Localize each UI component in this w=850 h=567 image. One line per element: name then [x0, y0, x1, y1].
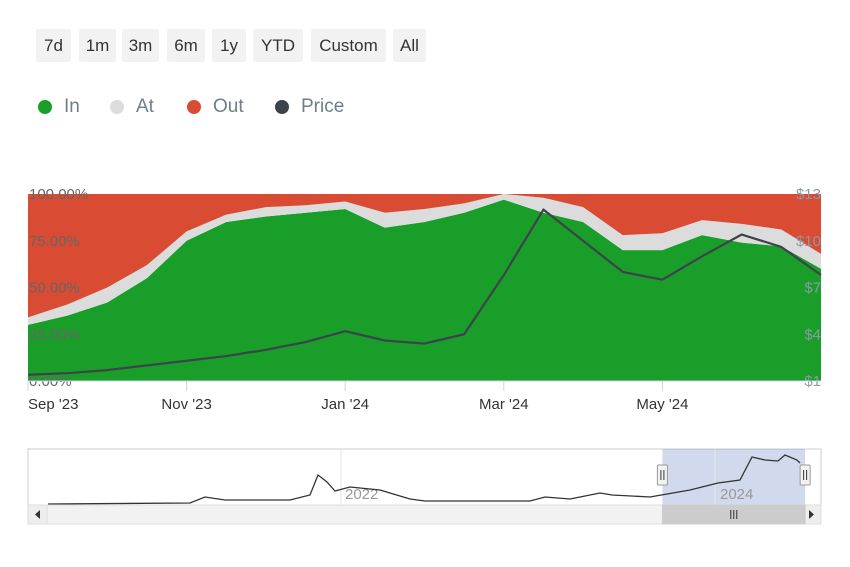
y-right-tick-label: $4	[804, 326, 821, 343]
area-at	[28, 194, 821, 325]
range-button-all[interactable]: All	[393, 29, 426, 62]
navigator-year-label: 2022	[345, 486, 378, 503]
y-right-tick-label: $7	[804, 280, 821, 297]
arrow-left-icon	[35, 510, 40, 519]
x-tick-label: Mar '24	[479, 396, 529, 413]
y-right-tick-label: $10	[796, 233, 821, 250]
legend-label: Out	[213, 96, 244, 117]
main-chart: 0.00%25.00%50.00%75.00%100.00% $1$4$7$10…	[27, 186, 822, 413]
navigator-year-label: 2024	[720, 486, 753, 503]
area-in	[28, 199, 821, 381]
y-right-tick-label: $13	[796, 186, 821, 203]
arrow-right-icon	[809, 510, 814, 519]
range-button-custom[interactable]: Custom	[311, 29, 386, 62]
navigator-series	[47, 454, 801, 505]
y-axis-right: $1$4$7$10$13	[796, 186, 821, 390]
x-tick-label: May '24	[636, 396, 688, 413]
grip-icon	[730, 510, 738, 519]
y-left-tick-label: 50.00%	[29, 280, 80, 297]
legend-item-price[interactable]: Price	[275, 95, 344, 119]
y-left-tick-label: 75.00%	[29, 233, 80, 250]
range-button-6m[interactable]: 6m	[167, 29, 205, 62]
x-tick-label: Nov '23	[161, 396, 211, 413]
legend-out-circle-icon	[187, 100, 201, 114]
legend-label: In	[64, 96, 80, 117]
legend-price-circle-icon	[275, 100, 289, 114]
plot-area	[28, 194, 821, 381]
range-button-1y[interactable]: 1y	[212, 29, 246, 62]
x-axis: Sep '23 Nov '23 Jan '24 Mar '24 May '24	[27, 380, 821, 413]
scroll-left-button[interactable]	[27, 504, 48, 525]
range-button-ytd[interactable]: YTD	[253, 29, 303, 62]
price-line	[27, 208, 822, 376]
y-left-tick-label: 25.00%	[29, 326, 80, 343]
legend-item-in[interactable]: In	[38, 95, 80, 119]
legend-label: At	[136, 96, 154, 117]
range-button-1m[interactable]: 1m	[79, 29, 116, 62]
legend-at-circle-icon	[110, 100, 124, 114]
legend-item-at[interactable]: At	[110, 95, 154, 119]
area-out	[28, 194, 821, 318]
navigator[interactable]: 2022 2024	[0, 445, 850, 535]
navigator-handle-left[interactable]	[656, 464, 668, 486]
y-left-tick-label: 100.00%	[29, 186, 88, 203]
y-axis-left: 0.00%25.00%50.00%75.00%100.00%	[29, 186, 88, 390]
legend-item-out[interactable]: Out	[187, 95, 244, 119]
navigator-background	[27, 448, 822, 506]
price-series	[27, 208, 822, 376]
navigator-handle-right[interactable]	[799, 464, 811, 486]
x-tick-label: Sep '23	[28, 396, 78, 413]
scrollbar-thumb[interactable]	[661, 504, 806, 525]
range-button-3m[interactable]: 3m	[122, 29, 159, 62]
x-tick-label: Jan '24	[321, 396, 369, 413]
legend-label: Price	[301, 96, 345, 117]
range-button-7d[interactable]: 7d	[36, 29, 71, 62]
scroll-right-button[interactable]	[801, 504, 822, 525]
legend-in-circle-icon	[38, 100, 52, 114]
